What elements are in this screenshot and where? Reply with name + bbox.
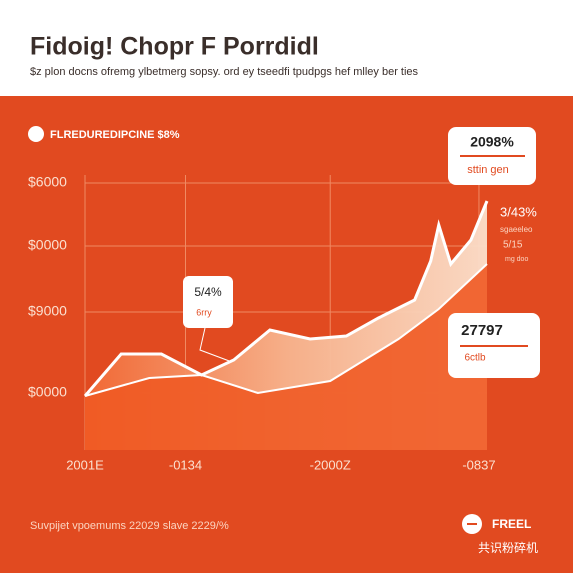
subtitle: $z plon docns ofremg ylbetmerg sopsy. or… [30,66,419,78]
y-tick-label: $9000 [28,303,67,319]
legend-label: FLREDUREDIPCINE $8% [50,129,180,141]
side-note: sgaeeleo [500,225,533,234]
callout-value: 5/4% [194,285,222,299]
callout-value: 2098% [470,134,514,150]
line [84,263,488,397]
x-tick-label: -0837 [462,457,495,472]
area [85,264,487,450]
x-tick-label: -2000Z [310,457,351,472]
header-bg [0,0,573,96]
callout-note: 6rry [196,307,212,317]
side-small: mg doo [505,256,528,263]
side-sub: 5/15 [503,240,523,251]
callout-note: sttin gen [467,164,509,176]
x-tick-label: -0134 [169,457,202,472]
callout-value: 27797 [461,322,503,339]
side-value: 3/43% [500,204,537,219]
x-tick-label: 2001E [66,457,104,472]
chart-title: Fidoig! Chopr F Porrdidl [30,33,319,61]
callout-note: 6ctlb [464,353,486,364]
y-tick-label: $6000 [28,174,67,190]
legend-dot [28,126,44,142]
footer-right: FREEL [492,517,531,531]
y-tick-label: $0000 [28,384,67,400]
callout: 5/4% 6rry [183,276,233,363]
y-tick-label: $0000 [28,237,67,253]
watermark: 共识粉碎机 [478,540,538,555]
callout: 27797 6ctlb [448,313,540,378]
plot: $6000 $0000 $9000 $0000 2001E -0134 -2000Z -083… [28,174,496,473]
footer: Suvpijet vpoemums 22029 slave 2229/% [30,520,229,532]
callout: 2098% sttin gen [448,127,536,185]
line [83,200,489,397]
